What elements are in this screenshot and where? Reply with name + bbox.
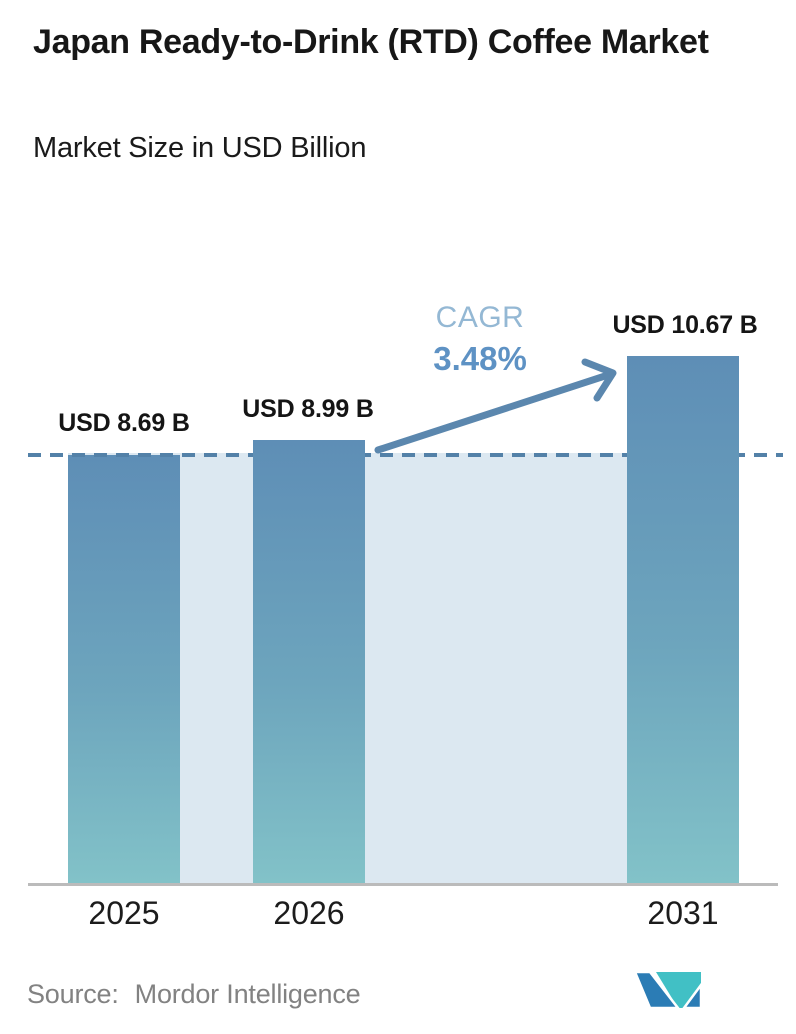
page-subtitle: Market Size in USD Billion (33, 132, 367, 164)
x-axis-line (28, 883, 778, 886)
x-tick-2025: 2025 (88, 895, 160, 931)
x-tick-2026: 2026 (273, 895, 345, 931)
source-name: Mordor Intelligence (134, 979, 361, 1009)
bar-2026 (253, 440, 365, 883)
x-tick-2031: 2031 (647, 895, 719, 931)
bar-value-label-2031: USD 10.67 B (612, 311, 758, 339)
cagr-annotation: CAGR 3.48% (433, 301, 527, 378)
source-label: Source: (27, 979, 119, 1009)
source-attribution: Source: Mordor Intelligence (27, 979, 361, 1010)
bar-2031 (627, 356, 739, 883)
page-title: Japan Ready-to-Drink (RTD) Coffee Market (33, 23, 709, 61)
mordor-intelligence-logo-icon (635, 972, 701, 1008)
bar-value-label-2025: USD 8.69 B (58, 409, 190, 437)
bar-value-label-2026: USD 8.99 B (242, 395, 374, 423)
cagr-label: CAGR (435, 301, 525, 334)
cagr-value: 3.48% (433, 340, 527, 377)
bar-2025 (68, 455, 180, 883)
